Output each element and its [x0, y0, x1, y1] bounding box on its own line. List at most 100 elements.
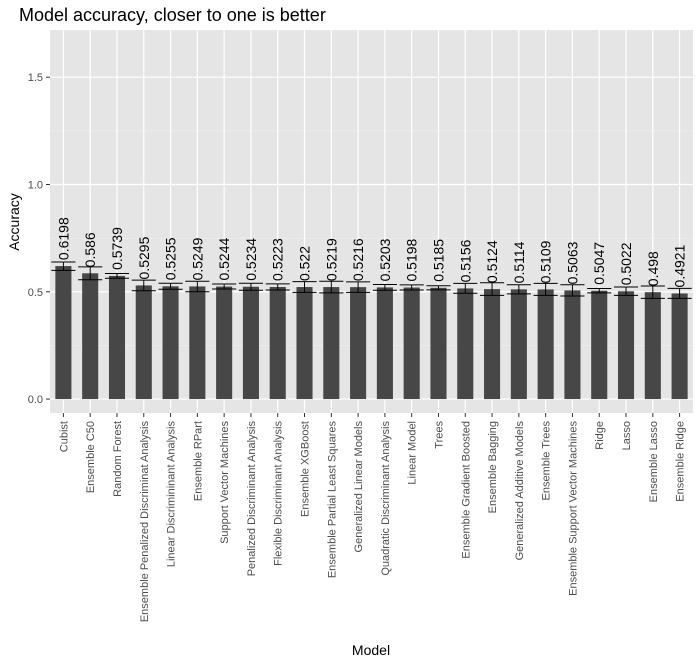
plot-panel — [50, 30, 693, 413]
bar — [135, 285, 152, 400]
data-label: 0.5198 — [404, 238, 420, 281]
x-tick-label: Ensemble Trees — [541, 421, 553, 501]
x-tick-label: Random Forest — [112, 421, 124, 497]
error-bar — [426, 285, 451, 291]
bar — [403, 287, 420, 400]
bar — [457, 288, 474, 400]
x-tick-label: Ensemble Partial Least Squares — [326, 421, 338, 579]
data-label: 0.5063 — [564, 241, 580, 284]
data-label: 0.5109 — [538, 240, 554, 283]
data-label: 0.498 — [645, 251, 661, 286]
x-tick-label: Trees — [433, 421, 445, 449]
x-axis-title: Model — [352, 642, 390, 658]
bar — [510, 289, 527, 400]
error-bar — [51, 261, 76, 271]
error-bar — [372, 283, 397, 291]
y-axis: 0.0 0.5 1.0 1.5 — [28, 72, 50, 406]
data-label: 0.5223 — [270, 238, 286, 281]
error-bar — [613, 286, 639, 296]
bar — [296, 287, 313, 400]
data-label: 0.5255 — [163, 237, 179, 280]
bar — [671, 293, 688, 400]
bar — [82, 273, 99, 400]
data-label: 0.5124 — [484, 240, 500, 283]
bar — [323, 287, 340, 400]
data-label: 0.5047 — [591, 242, 607, 285]
error-bar — [104, 273, 130, 279]
bar — [108, 275, 126, 400]
error-bar — [480, 282, 505, 296]
data-labels: 0.6198 0.586 0.5739 0.5295 0.5255 0.5249 0.524… — [55, 217, 687, 287]
x-tick-label: Quadratic Discriminant Analysis — [380, 421, 392, 576]
y-axis-title: Accuracy — [6, 193, 22, 251]
data-label: 0.5114 — [511, 241, 527, 283]
error-bar — [238, 282, 263, 291]
bar — [242, 286, 259, 400]
error-bar — [158, 282, 183, 290]
data-label: 0.6198 — [55, 217, 71, 260]
error-bar — [212, 283, 237, 290]
x-tick-label: Ensemble Bagging — [487, 421, 499, 513]
x-tick-label: Flexible Discriminant Analysis — [273, 421, 285, 566]
data-label: 0.5219 — [323, 238, 339, 281]
data-label: 0.5156 — [457, 239, 473, 282]
x-tick-label: Cubist — [58, 421, 70, 452]
x-tick-label: Linear Model — [407, 421, 419, 485]
error-bar — [667, 287, 692, 299]
error-bar — [560, 284, 585, 297]
error-bar — [533, 282, 558, 296]
data-label: 0.5203 — [377, 238, 393, 281]
data-label: 0.5216 — [350, 238, 366, 281]
error-bar — [506, 284, 531, 295]
error-bar — [453, 282, 478, 294]
data-label: 0.5234 — [243, 238, 259, 281]
bars — [55, 266, 688, 400]
x-tick-label: Penalized Discriminant Analysis — [246, 421, 258, 577]
bar — [216, 286, 233, 400]
x-tick-label: Generalized Linear Models — [353, 421, 365, 553]
bar — [591, 290, 608, 400]
data-label: 0.5244 — [216, 238, 232, 281]
x-tick-label: Ensemble XGBoost — [300, 421, 312, 517]
bar — [430, 287, 447, 400]
bar — [350, 287, 367, 400]
data-label: 0.5249 — [189, 237, 205, 280]
y-tick-label: 0.5 — [28, 287, 43, 299]
chart-title: Model accuracy, closer to one is better — [19, 5, 326, 25]
y-tick-label: 0.0 — [28, 394, 43, 406]
error-bar — [78, 266, 103, 281]
error-bar — [399, 284, 424, 291]
bar — [537, 289, 554, 400]
error-bar — [587, 288, 612, 294]
data-label: 0.5185 — [430, 239, 446, 282]
x-axis: Cubist Ensemble C50 Random Forest Ensemble … — [58, 413, 687, 623]
x-tick-label: Ensemble Support Vector Machines — [567, 421, 579, 596]
error-bar — [265, 283, 290, 291]
error-bar — [319, 280, 344, 294]
data-label: 0.522 — [297, 246, 313, 281]
x-tick-label: Lasso — [621, 421, 633, 450]
y-tick-label: 1.5 — [28, 72, 43, 84]
x-tick-label: Ridge — [594, 421, 606, 450]
x-tick-label: Ensemble Penalized Discriminat Analysis — [139, 421, 151, 623]
bar — [55, 266, 72, 400]
data-label: 0.5739 — [109, 227, 125, 270]
minor-gridlines — [50, 130, 693, 346]
x-tick-label: Ensemble RPart — [192, 421, 204, 501]
error-bar — [185, 280, 210, 293]
bar — [189, 286, 206, 400]
y-tick-label: 1.0 — [28, 179, 43, 191]
x-tick-label: Linear Discrimininant Analysis — [166, 421, 178, 568]
error-bar — [292, 281, 317, 293]
bar — [269, 286, 286, 400]
bar — [644, 292, 661, 400]
error-bar — [131, 279, 156, 292]
x-tick-label: Ensemble Ridge — [675, 421, 687, 502]
error-bar — [640, 285, 665, 299]
bar — [617, 291, 635, 400]
data-label: 0.5295 — [136, 236, 152, 279]
bar — [564, 290, 581, 400]
data-label: 0.5022 — [618, 242, 634, 285]
data-label: 0.4921 — [672, 244, 688, 287]
